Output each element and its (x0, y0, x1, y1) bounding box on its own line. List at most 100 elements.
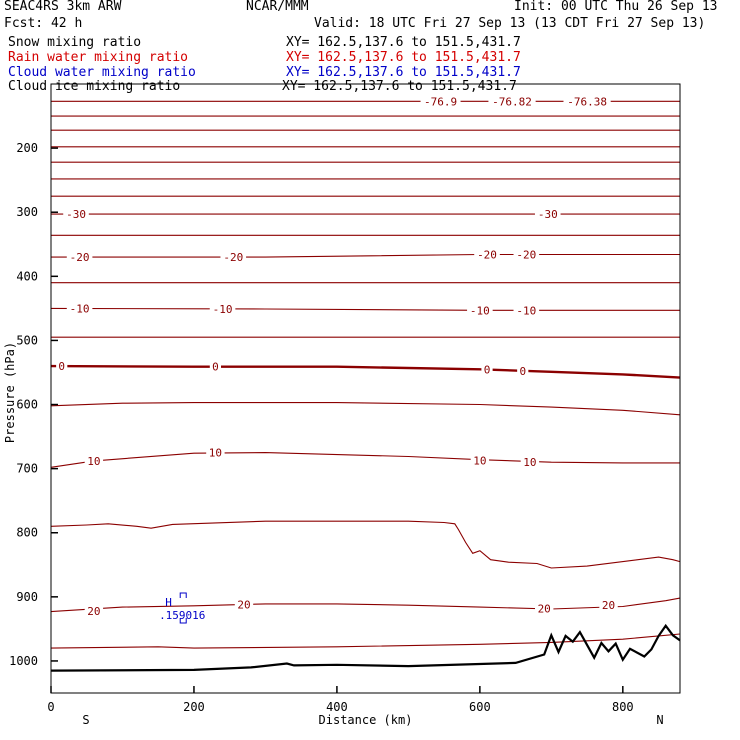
isotherm-label-bg (513, 304, 540, 317)
x-tick-label: 0 (47, 700, 54, 714)
isotherm-label-bg (209, 303, 236, 316)
isotherm-label: 0 (484, 363, 491, 376)
isotherm-label-bg (534, 602, 554, 615)
y-tick-label: 600 (16, 398, 38, 412)
isotherm-label: 10 (523, 456, 536, 469)
isotherm-label-bg (220, 251, 247, 264)
isotherm-label: -20 (516, 249, 536, 262)
x-axis-label: Distance (km) (319, 713, 413, 727)
isotherm-label: -30 (66, 208, 86, 221)
cloud-water-max-value: .159016 (159, 609, 205, 622)
isotherm-label-bg (481, 363, 493, 376)
field-label-cloud-water: Cloud water mixing ratio (8, 65, 196, 80)
x-tick-label: 800 (612, 700, 634, 714)
isotherm-label-bg (209, 360, 221, 373)
organization-label: NCAR/MMM (246, 0, 309, 14)
valid-time: Valid: 18 UTC Fri 27 Sep 13 (13 CDT Fri … (314, 16, 706, 31)
isotherm-label-bg (520, 456, 540, 469)
x-tick-label: 200 (183, 700, 205, 714)
isotherm-label-bg (474, 248, 500, 261)
isotherm-label: -20 (477, 249, 497, 262)
isotherm-label-bg (599, 599, 618, 612)
x-tick-label: 400 (326, 700, 348, 714)
field-xy-snow: XY= 162.5,137.6 to 151.5,431.7 (286, 35, 521, 50)
isotherm-line-25 (50, 633, 681, 649)
isotherm-label: -10 (213, 303, 233, 316)
isotherm-label: -20 (223, 251, 243, 264)
plot-frame (50, 83, 681, 694)
isotherm-label-bg (56, 360, 68, 373)
isotherm-label: -20 (70, 251, 90, 264)
terrain-line (50, 623, 681, 672)
y-tick-label: 900 (16, 590, 38, 604)
isotherm-label: -10 (70, 302, 90, 315)
isotherm-label: -10 (470, 304, 490, 317)
isotherm-label: -10 (516, 304, 536, 317)
isotherm-label-bg (206, 446, 225, 459)
isotherm-label-bg (517, 365, 529, 378)
isotherm-label-bg (467, 304, 493, 317)
field-xy-rain: XY= 162.5,137.6 to 151.5,431.7 (286, 50, 521, 65)
y-tick-label: 200 (16, 141, 38, 155)
cloud-water-layer: H.159016 (159, 592, 205, 624)
y-tick-label: 400 (16, 269, 38, 283)
isotherm-label: -76.38 (567, 95, 607, 108)
forecast-hour: Fcst: 42 h (4, 16, 83, 31)
isotherm-label-bg (470, 454, 490, 467)
isotherm-label: 20 (602, 599, 615, 612)
cloud-water-contour (179, 617, 187, 624)
cloud-water-contour (179, 592, 187, 598)
isotherm-label-bg (420, 95, 461, 108)
field-label-rain: Rain water mixing ratio (8, 50, 189, 65)
isotherm-label-bg (66, 302, 93, 315)
y-axis-label: Pressure (hPa) (3, 342, 17, 443)
x-tick-label: 600 (469, 700, 491, 714)
x-axis-end-label: N (656, 713, 663, 727)
isotherm-label: 10 (209, 447, 222, 460)
isotherm-label-bg (563, 95, 611, 108)
field-label-snow: Snow mixing ratio (8, 35, 142, 50)
plot-header: SEAC4RS 3km ARW NCAR/MMM Init: 00 UTC Th… (0, 0, 740, 100)
isotherm-label-bg (63, 208, 89, 221)
isotherm-line-0 (50, 364, 681, 379)
isotherm-line-15 (50, 520, 681, 569)
isotherm-line-10 (50, 452, 680, 468)
isotherm-label-bg (534, 208, 561, 221)
isotherm-label-bg (234, 598, 254, 611)
y-tick-label: 800 (16, 526, 38, 540)
isotherm-line-m10 (50, 307, 680, 311)
isotherm-label-bg (513, 248, 540, 261)
isotherm-label: 20 (237, 599, 250, 612)
isotherm-label: 20 (87, 605, 100, 618)
isotherm-label-bg (66, 251, 93, 264)
isotherm-label: 0 (519, 365, 526, 378)
field-xy-cloud-ice: XY= 162.5,137.6 to 151.5,431.7 (282, 79, 517, 94)
isotherm-label: 0 (212, 361, 219, 374)
init-time: Init: 00 UTC Thu 26 Sep 13 (514, 0, 718, 14)
x-axis-start-label: S (82, 713, 89, 727)
isotherm-label: 10 (473, 454, 486, 467)
isotherm-label: 10 (87, 455, 100, 468)
y-tick-label: 300 (16, 205, 38, 219)
y-tick-label: 1000 (9, 654, 38, 668)
isotherm-label: 20 (538, 602, 551, 615)
isotherm-line-5 (50, 402, 681, 416)
isotherm-label-layer: -76.9 -76.82 -76.38 -30 -30 -20 -20 -20 -20 -10 -1… (56, 95, 618, 618)
y-tick-label: 500 (16, 333, 38, 347)
isotherm-label-bg (84, 604, 104, 617)
terrain-layer (50, 623, 681, 672)
isotherm-label-bg (488, 95, 536, 108)
isotherm-layer (50, 100, 681, 649)
isotherm-label-bg (84, 454, 104, 467)
isotherm-label: 0 (58, 360, 65, 373)
cloud-water-max-marker: H (165, 596, 172, 609)
isotherm-line-m20 (51, 253, 680, 258)
model-title: SEAC4RS 3km ARW (4, 0, 122, 14)
isotherm-label: -76.82 (492, 95, 532, 108)
isotherm-label: -30 (538, 208, 558, 221)
y-tick-label: 700 (16, 462, 38, 476)
field-xy-cloud-water: XY= 162.5,137.6 to 151.5,431.7 (286, 65, 521, 80)
isotherm-line-20 (50, 597, 681, 613)
